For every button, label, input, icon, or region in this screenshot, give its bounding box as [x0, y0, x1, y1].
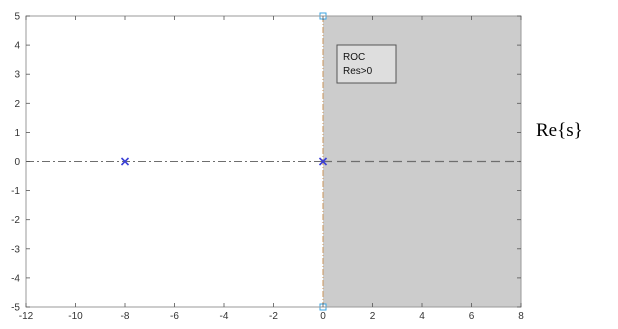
x-tick-label: -12: [19, 311, 34, 322]
pole-stroke-b: [120, 157, 130, 166]
x-tick-label: 0: [320, 311, 326, 322]
pole-stroke-b: [318, 157, 328, 166]
x-tick-label: -6: [170, 311, 179, 322]
x-tick-label: 2: [370, 311, 376, 322]
x-tick-label: -8: [121, 311, 130, 322]
roc-annotation-line: ROC: [343, 52, 365, 63]
y-tick-label: 1: [14, 128, 20, 139]
x-tick-label: 6: [469, 311, 475, 322]
y-tick-label: 0: [14, 157, 20, 168]
y-tick-label: 3: [14, 70, 20, 81]
x-tick-label: -2: [269, 311, 278, 322]
x-tick-label: 8: [518, 311, 524, 322]
roc-annotation-box: [336, 44, 397, 84]
y-tick-label: -2: [11, 215, 20, 226]
y-tick-label: -3: [11, 244, 20, 255]
y-tick-label: 2: [14, 99, 20, 110]
real-axis-label: Re{s}: [536, 120, 583, 141]
y-tick-label: -1: [11, 186, 20, 197]
roc-annotation: ROC Res>0: [336, 44, 397, 84]
pole-marker-0: [120, 157, 130, 166]
x-tick-label: -10: [68, 311, 83, 322]
y-tick-label: 4: [14, 41, 20, 52]
x-tick-label: 4: [419, 311, 425, 322]
y-tick-label: 5: [14, 12, 20, 23]
x-tick-label: -4: [220, 311, 229, 322]
y-tick-label: -5: [11, 303, 20, 314]
y-tick-label: -4: [11, 273, 20, 284]
pole-marker-1: [318, 157, 328, 166]
roc-annotation-line: Res>0: [343, 66, 373, 77]
